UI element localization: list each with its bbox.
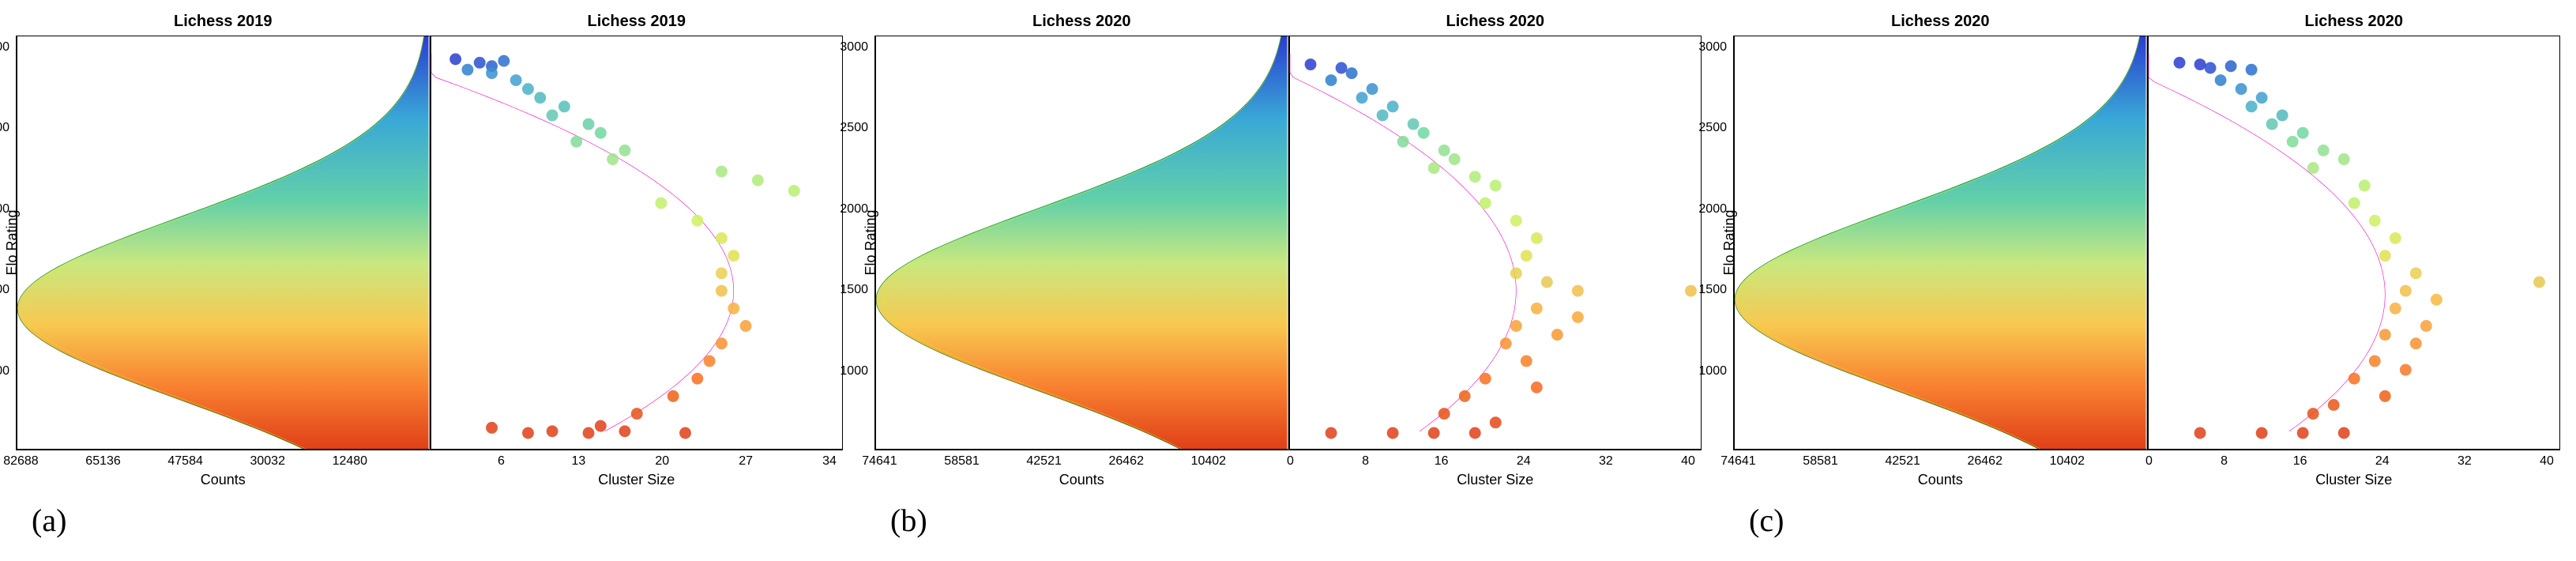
plot-title: Lichess 2019 (431, 13, 843, 31)
panel-caption: (c) (1733, 502, 2560, 539)
x-axis-label: Counts (1735, 472, 2146, 488)
panel-b: Lichess 2020 Elo Rating Counts 746415858… (874, 8, 1702, 454)
y-ticks: 10001500200025003000 (829, 36, 868, 449)
x-ticks: 8268865136475843003212480 (17, 454, 429, 469)
figure-row: Lichess 2019 Elo Rating Counts 826886513… (16, 8, 2560, 454)
x-axis-label: Cluster Size (2149, 472, 2560, 488)
x-axis-label: Counts (876, 472, 1288, 488)
histogram-plot: Lichess 2020 Elo Rating Counts 746415858… (874, 36, 1288, 450)
cluster-plot: Lichess 2020 Cluster Size 0816243240 (2147, 36, 2561, 450)
x-axis-label: Cluster Size (1290, 472, 1702, 488)
plot-title: Lichess 2020 (1290, 13, 1702, 31)
panel-caption: (b) (874, 502, 1702, 539)
panel-c: Lichess 2020 Elo Rating Counts 746415858… (1733, 8, 2560, 454)
cluster-plot: Lichess 2019 Cluster Size 613202734 (430, 36, 844, 450)
x-axis-label: Counts (17, 472, 429, 488)
cluster-plot: Lichess 2020 Cluster Size 0816243240 (1288, 36, 1702, 450)
plot-title: Lichess 2020 (876, 13, 1288, 31)
histogram-plot: Lichess 2019 Elo Rating Counts 826886513… (16, 36, 430, 450)
x-ticks: 7464158581425212646210402 (876, 454, 1288, 469)
x-ticks: 0816243240 (1290, 454, 1702, 469)
x-ticks: 613202734 (431, 454, 843, 469)
plot-title: Lichess 2020 (2149, 13, 2560, 31)
labels-row: (a) (b) (c) (16, 502, 2560, 539)
x-axis-label: Cluster Size (431, 472, 843, 488)
histogram-plot: Lichess 2020 Elo Rating Counts 746415858… (1733, 36, 2147, 450)
y-ticks: 10001500200025003000 (1687, 36, 1727, 449)
plot-title: Lichess 2019 (17, 13, 429, 31)
x-ticks: 7464158581425212646210402 (1735, 454, 2146, 469)
x-ticks: 0816243240 (2149, 454, 2560, 469)
plot-title: Lichess 2020 (1735, 13, 2146, 31)
y-ticks: 10001500200025003000 (0, 36, 9, 449)
panel-caption: (a) (16, 502, 843, 539)
panel-a: Lichess 2019 Elo Rating Counts 826886513… (16, 8, 843, 454)
